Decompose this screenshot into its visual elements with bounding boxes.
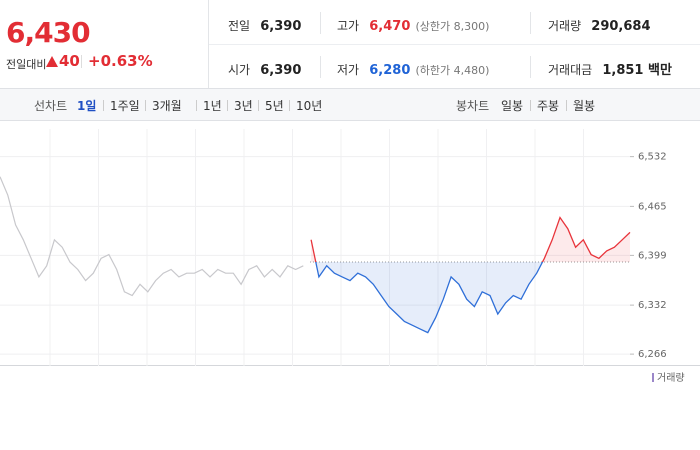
stat: 시가 6,390 [228, 59, 301, 78]
col-divider [320, 56, 321, 78]
stat-label: 거래량 [548, 19, 582, 33]
tab-divider [103, 100, 104, 111]
y-tick-label: 6,532 [638, 152, 667, 163]
stat-note: (하한가 4,480) [415, 64, 490, 77]
stat-label: 전일 [228, 19, 251, 33]
stat: 거래대금 1,851 백만 [548, 59, 672, 78]
stat-label: 시가 [228, 63, 251, 77]
quote-header: 6,430 전일대비 40 +0.63% 전일 6,390 고가 6,470 (… [0, 0, 700, 89]
tab[interactable]: 3년 [234, 99, 253, 113]
tab-group-label: 봉차트 [456, 99, 490, 113]
stat: 전일 6,390 [228, 15, 301, 34]
up-segment [310, 216, 631, 263]
stat-value: 6,280 [369, 63, 411, 78]
stat-value: 6,390 [260, 19, 302, 34]
stat-note: (상한가 8,300) [415, 20, 490, 33]
tab-divider [196, 100, 197, 111]
tab[interactable]: 3개월 [152, 99, 182, 113]
y-tick-label: 6,465 [638, 201, 667, 212]
tab[interactable]: 주봉 [537, 99, 560, 113]
y-tick-label: 6,332 [638, 300, 667, 311]
tab-divider [145, 100, 146, 111]
tab-bar: 선차트 1일 1주일 3개월 1년 3년 5년 10년 봉차트 일봉 주봉 월봉 [0, 89, 700, 121]
tab-divider [289, 100, 290, 111]
stat-value: 1,851 백만 [602, 63, 672, 78]
volume-legend: 거래량 [657, 372, 685, 384]
price-box: 6,430 전일대비 40 +0.63% [0, 0, 209, 88]
tab[interactable]: 월봉 [573, 99, 596, 113]
change-label: 전일대비 [6, 58, 47, 71]
tab-divider [530, 100, 531, 111]
col-divider [530, 12, 531, 34]
tab[interactable]: 1일 [77, 99, 97, 113]
stat-label: 저가 [337, 63, 360, 77]
stat-value: 6,390 [260, 63, 302, 78]
tab[interactable]: 1주일 [110, 99, 140, 113]
stat-value: 6,470 [369, 19, 411, 34]
price-line-up [310, 216, 631, 263]
prev-price-line [0, 176, 304, 297]
change: 40 [59, 52, 80, 70]
current-price: 6,430 [6, 16, 91, 49]
stat: 저가 6,280 (하한가 4,480) [337, 59, 489, 78]
volume-legend-swatch [652, 373, 654, 382]
price-line-down [315, 262, 544, 334]
change-pct: +0.63% [88, 52, 153, 70]
tab[interactable]: 10년 [296, 99, 323, 113]
stat-value: 290,684 [591, 19, 651, 34]
tab-group-label: 선차트 [34, 99, 68, 113]
stat-label: 거래대금 [548, 63, 593, 77]
area-down [311, 262, 630, 333]
up-arrow-icon [46, 56, 58, 67]
row-divider [209, 44, 700, 45]
stat: 고가 6,470 (상한가 8,300) [337, 15, 489, 34]
tab-divider [258, 100, 259, 111]
col-divider [530, 56, 531, 78]
tab[interactable]: 일봉 [501, 99, 524, 113]
y-tick-label: 6,399 [638, 250, 667, 261]
stat-label: 고가 [337, 19, 360, 33]
stat: 거래량 290,684 [548, 15, 651, 34]
tab[interactable]: 1년 [203, 99, 222, 113]
area-up [311, 217, 630, 263]
tab-divider [227, 100, 228, 111]
y-tick-label: 6,266 [638, 349, 667, 360]
tab-divider [566, 100, 567, 111]
col-divider [320, 12, 321, 34]
divider [81, 55, 82, 68]
down-segment [311, 262, 630, 334]
tab[interactable]: 5년 [265, 99, 284, 113]
